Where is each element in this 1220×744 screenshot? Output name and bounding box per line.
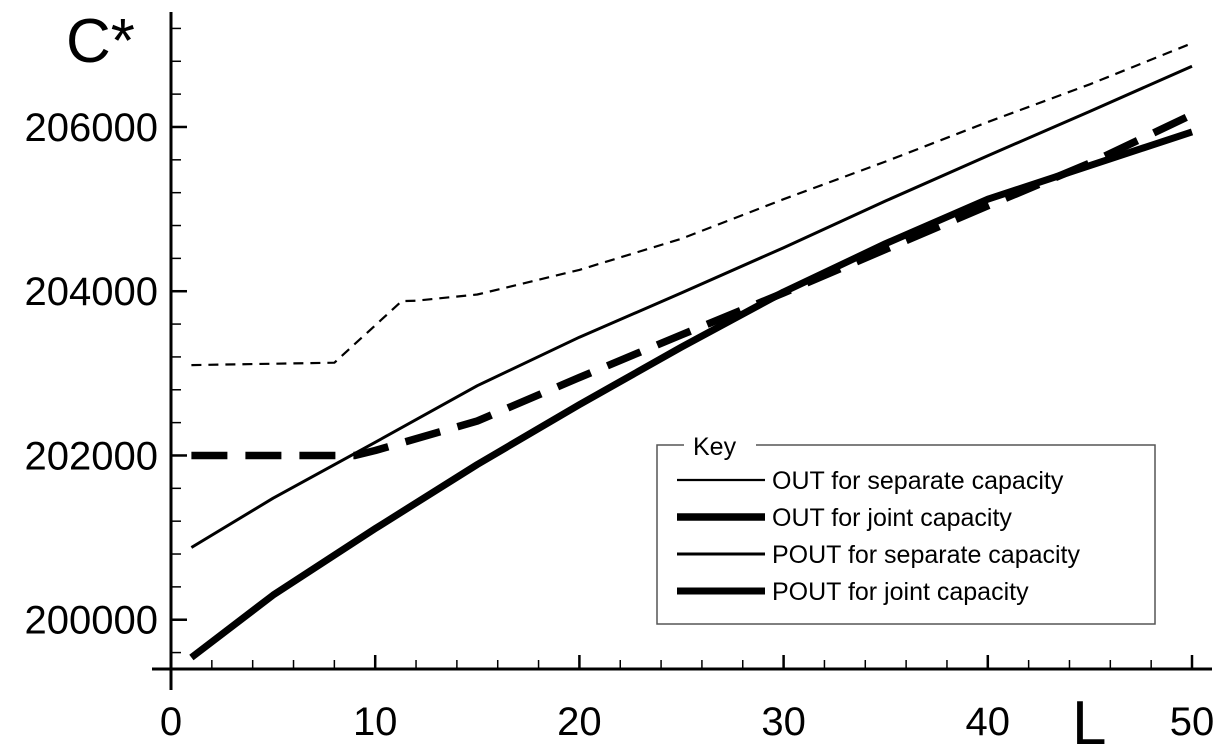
legend-label-2: OUT for joint capacity [772, 504, 1012, 532]
x-tick-label: 30 [761, 700, 806, 744]
y-tick-label: 206000 [25, 106, 158, 150]
series-line-1 [191, 42, 1193, 367]
x-axis-title: L [1072, 689, 1106, 744]
y-tick-label: 202000 [25, 434, 158, 478]
legend: Key OUT for separate capacity OUT for joi… [656, 433, 1156, 625]
x-tick-label: 10 [353, 700, 398, 744]
x-tick-label: 40 [966, 700, 1011, 744]
series-line-4 [189, 128, 1194, 661]
legend-label-4: POUT for joint capacity [772, 578, 1029, 606]
y-ticks: 200000 202000 204000 206000 [25, 27, 187, 654]
x-tick-label: 50 [1170, 700, 1215, 744]
legend-items: OUT for separate capacity OUT for joint c… [677, 467, 1081, 606]
plot-lines [189, 42, 1194, 661]
y-tick-label: 200000 [25, 599, 158, 643]
y-tick-label: 204000 [25, 270, 158, 314]
x-ticks: 0 10 20 30 40 50 [160, 655, 1214, 744]
legend-label-1: OUT for separate capacity [772, 467, 1064, 495]
series-line-2 [191, 111, 1194, 460]
legend-title-gap [684, 436, 756, 454]
axes: 0 10 20 30 40 50 200000 202000 204000 206000 [25, 12, 1214, 744]
x-tick-label: 0 [160, 700, 182, 744]
x-tick-label: 20 [557, 700, 602, 744]
legend-title: Key [693, 433, 737, 461]
series-line-3 [190, 64, 1193, 549]
legend-label-3: POUT for separate capacity [772, 541, 1081, 569]
y-axis-title: C* [66, 7, 135, 76]
